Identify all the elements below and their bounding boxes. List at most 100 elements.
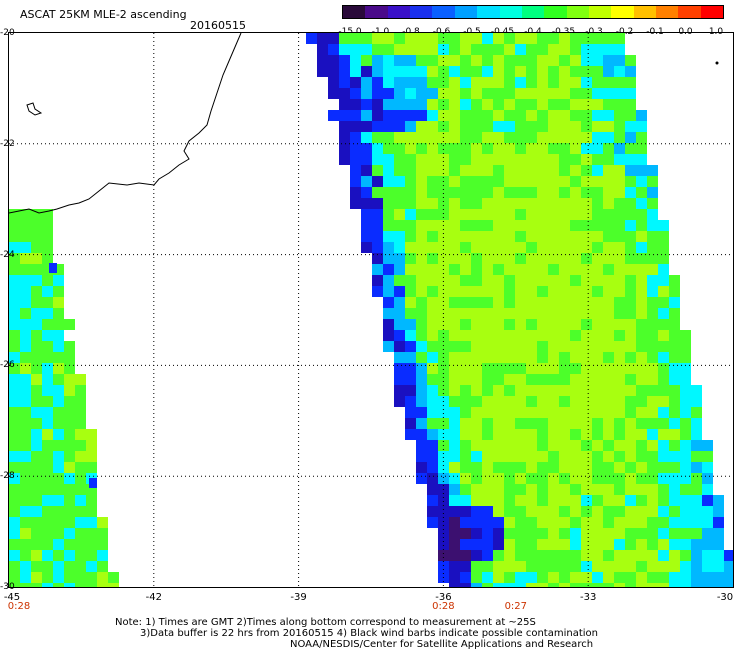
swath-cell	[482, 319, 493, 330]
swath-cell	[438, 99, 449, 110]
swath-cell	[471, 275, 482, 286]
swath-cell	[581, 132, 592, 143]
swath-cell	[537, 440, 548, 451]
swath-cell	[526, 583, 537, 587]
swath-cell	[548, 341, 559, 352]
swath-cell	[504, 440, 515, 451]
swath-cell	[394, 308, 405, 319]
swath-cell	[647, 275, 658, 286]
swath-cell	[614, 154, 625, 165]
swath-cell	[493, 165, 504, 176]
swath-cell	[581, 539, 592, 550]
swath-cell	[405, 143, 416, 154]
swath-cell	[394, 297, 405, 308]
swath-cell	[9, 517, 20, 528]
swath-cell	[471, 220, 482, 231]
swath-cell	[20, 297, 31, 308]
swath-cell	[75, 484, 86, 495]
colorbar-swatch	[633, 6, 657, 18]
swath-cell	[75, 550, 86, 561]
swath-cell	[647, 407, 658, 418]
swath-cell	[603, 319, 614, 330]
swath-cell	[614, 198, 625, 209]
swath-cell	[482, 561, 493, 572]
longitude-label: -30	[716, 592, 734, 603]
swath-cell	[438, 121, 449, 132]
swath-cell	[493, 132, 504, 143]
swath-cell	[394, 374, 405, 385]
swath-cell	[427, 385, 438, 396]
swath-cell	[361, 121, 372, 132]
swath-cell	[460, 55, 471, 66]
swath-cell	[691, 407, 702, 418]
swath-cell	[669, 473, 680, 484]
swath-cell	[592, 396, 603, 407]
swath-cell	[493, 121, 504, 132]
swath-cell	[427, 264, 438, 275]
swath-cell	[603, 209, 614, 220]
swath-cell	[405, 198, 416, 209]
swath-cell	[592, 583, 603, 587]
swath-cell	[9, 539, 20, 550]
swath-cell	[581, 88, 592, 99]
swath-cell	[592, 473, 603, 484]
swath-cell	[603, 198, 614, 209]
swath-cell	[702, 462, 713, 473]
swath-cell	[75, 561, 86, 572]
swath-cell	[383, 308, 394, 319]
swath-cell	[394, 363, 405, 374]
swath-cell	[53, 341, 64, 352]
swath-cell	[405, 396, 416, 407]
swath-cell	[438, 275, 449, 286]
swath-cell	[592, 561, 603, 572]
swath-cell	[515, 55, 526, 66]
swath-cell	[383, 33, 394, 44]
swath-cell	[625, 286, 636, 297]
swath-cell	[42, 297, 53, 308]
swath-cell	[86, 539, 97, 550]
swath-cell	[636, 506, 647, 517]
swath-cell	[482, 297, 493, 308]
swath-cell	[328, 44, 339, 55]
swath-cell	[680, 550, 691, 561]
swath-cell	[504, 451, 515, 462]
swath-cell	[64, 407, 75, 418]
swath-cell	[383, 44, 394, 55]
swath-cell	[75, 583, 86, 587]
swath-cell	[548, 231, 559, 242]
swath-cell	[482, 407, 493, 418]
swath-cell	[504, 286, 515, 297]
swath-cell	[625, 517, 636, 528]
swath-cell	[9, 286, 20, 297]
swath-cell	[603, 583, 614, 587]
swath-cell	[361, 143, 372, 154]
swath-cell	[658, 506, 669, 517]
swath-cell	[449, 429, 460, 440]
swath-cell	[471, 242, 482, 253]
swath-cell	[548, 319, 559, 330]
swath-cell	[669, 429, 680, 440]
colorbar-swatch	[499, 6, 522, 18]
swath-cell	[427, 231, 438, 242]
swath-cell	[603, 33, 614, 44]
swath-cell	[691, 550, 702, 561]
swath-cell	[9, 231, 20, 242]
swath-cell	[515, 572, 526, 583]
swath-cell	[449, 583, 460, 587]
swath-cell	[570, 407, 581, 418]
swath-cell	[669, 297, 680, 308]
swath-cell	[471, 462, 482, 473]
swath-cell	[471, 176, 482, 187]
swath-cell	[438, 77, 449, 88]
swath-cell	[636, 352, 647, 363]
swath-cell	[449, 99, 460, 110]
swath-cell	[603, 561, 614, 572]
swath-cell	[515, 99, 526, 110]
swath-cell	[350, 143, 361, 154]
swath-cell	[449, 484, 460, 495]
swath-cell	[680, 473, 691, 484]
swath-cell	[31, 451, 42, 462]
swath-cell	[20, 264, 31, 275]
swath-cell	[438, 319, 449, 330]
swath-cell	[427, 66, 438, 77]
